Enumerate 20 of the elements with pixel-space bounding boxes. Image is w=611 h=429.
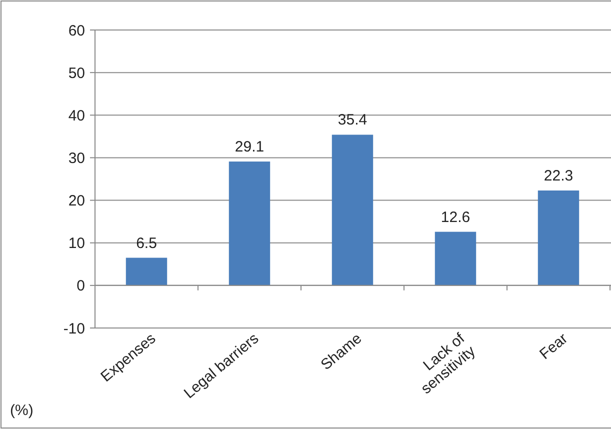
data-label: 22.3 — [544, 167, 574, 184]
bar — [538, 190, 580, 286]
y-tick-label: -10 — [63, 320, 85, 338]
y-tick-label: 30 — [68, 150, 85, 167]
data-label: 35.4 — [338, 112, 368, 129]
data-label: 6.5 — [136, 234, 157, 252]
bar — [434, 232, 476, 286]
bar — [228, 162, 270, 286]
y-tick-label: 10 — [68, 235, 85, 252]
bar — [126, 258, 168, 286]
y-tick-label: 40 — [68, 107, 85, 124]
bar — [332, 134, 374, 286]
y-tick-label: 20 — [68, 192, 85, 210]
y-axis-title: (%) — [10, 402, 34, 419]
x-tick-label: Fear — [536, 330, 572, 363]
data-label: 12.6 — [440, 208, 470, 226]
y-tick-label: 50 — [68, 64, 85, 82]
data-label: 29.1 — [234, 138, 264, 156]
y-tick-label: 60 — [68, 22, 85, 40]
y-tick-label: 0 — [76, 278, 85, 295]
